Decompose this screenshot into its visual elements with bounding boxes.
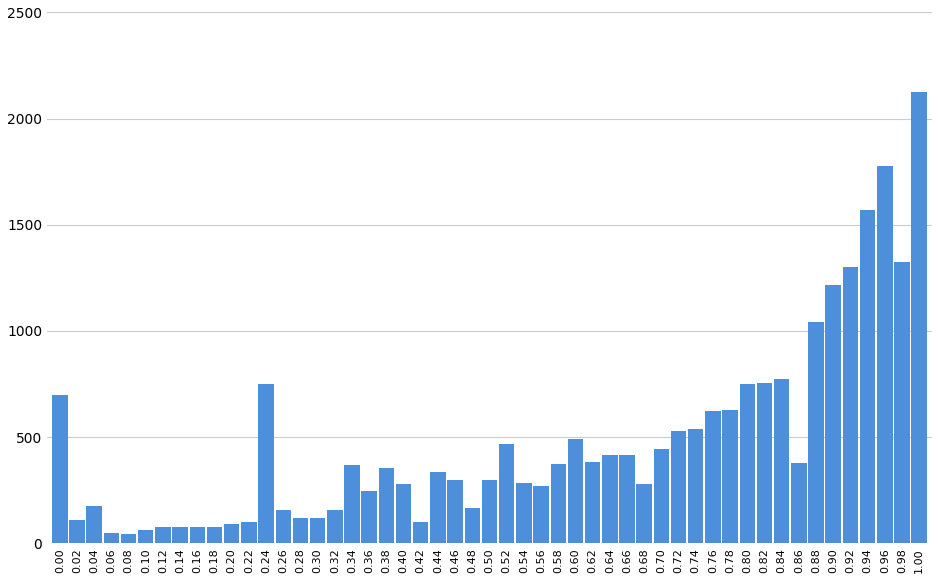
Bar	[792, 463, 807, 543]
Bar	[688, 429, 703, 543]
Bar	[86, 506, 102, 543]
Bar	[619, 455, 635, 543]
Bar	[447, 480, 463, 543]
Bar	[808, 322, 824, 543]
Bar	[121, 534, 136, 543]
Bar	[207, 527, 223, 543]
Bar	[722, 409, 738, 543]
Bar	[345, 465, 360, 543]
Bar	[224, 524, 239, 543]
Bar	[602, 455, 618, 543]
Bar	[396, 484, 411, 543]
Bar	[465, 508, 480, 543]
Bar	[842, 267, 858, 543]
Bar	[241, 522, 256, 543]
Bar	[482, 480, 498, 543]
Bar	[413, 522, 428, 543]
Bar	[138, 530, 153, 543]
Bar	[362, 491, 377, 543]
Bar	[568, 439, 583, 543]
Bar	[275, 510, 291, 543]
Bar	[499, 444, 515, 543]
Bar	[52, 394, 68, 543]
Bar	[654, 449, 670, 543]
Bar	[705, 411, 720, 543]
Bar	[637, 484, 652, 543]
Bar	[860, 210, 875, 543]
Bar	[378, 468, 394, 543]
Bar	[430, 472, 446, 543]
Bar	[825, 285, 841, 543]
Bar	[103, 532, 119, 543]
Bar	[293, 518, 308, 543]
Bar	[155, 527, 171, 543]
Bar	[190, 527, 205, 543]
Bar	[877, 166, 893, 543]
Bar	[894, 262, 910, 543]
Bar	[258, 384, 274, 543]
Bar	[670, 431, 686, 543]
Bar	[757, 383, 772, 543]
Bar	[69, 520, 85, 543]
Bar	[774, 379, 790, 543]
Bar	[516, 483, 531, 543]
Bar	[327, 510, 343, 543]
Bar	[173, 527, 188, 543]
Bar	[740, 384, 755, 543]
Bar	[550, 463, 566, 543]
Bar	[912, 92, 927, 543]
Bar	[585, 462, 600, 543]
Bar	[533, 486, 548, 543]
Bar	[310, 518, 325, 543]
